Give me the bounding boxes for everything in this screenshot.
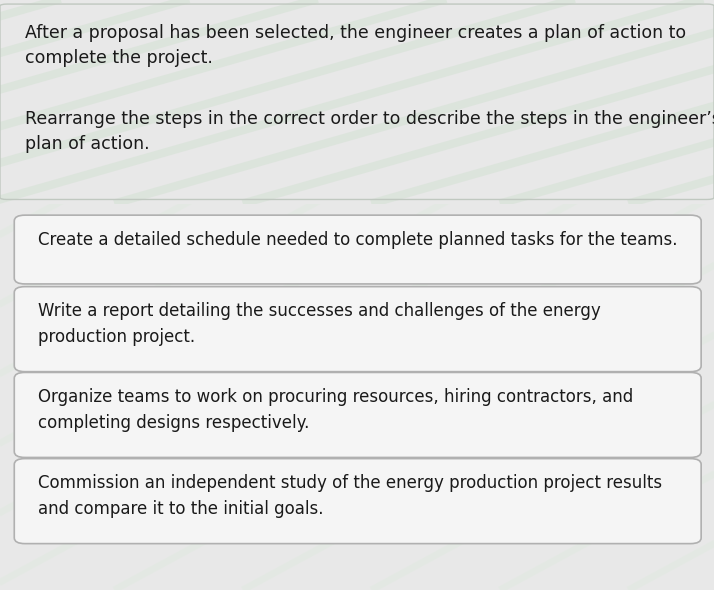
Text: Rearrange the steps in the correct order to describe the steps in the engineer’s: Rearrange the steps in the correct order… xyxy=(25,110,714,153)
Text: Organize teams to work on procuring resources, hiring contractors, and
completin: Organize teams to work on procuring reso… xyxy=(38,388,633,432)
FancyBboxPatch shape xyxy=(14,458,701,543)
Text: Commission an independent study of the energy production project results
and com: Commission an independent study of the e… xyxy=(38,474,662,518)
FancyBboxPatch shape xyxy=(14,215,701,284)
FancyBboxPatch shape xyxy=(14,372,701,457)
Text: Write a report detailing the successes and challenges of the energy
production p: Write a report detailing the successes a… xyxy=(38,302,600,346)
Text: After a proposal has been selected, the engineer creates a plan of action to
com: After a proposal has been selected, the … xyxy=(25,24,686,67)
Text: Create a detailed schedule needed to complete planned tasks for the teams.: Create a detailed schedule needed to com… xyxy=(38,231,678,248)
FancyBboxPatch shape xyxy=(14,287,701,372)
